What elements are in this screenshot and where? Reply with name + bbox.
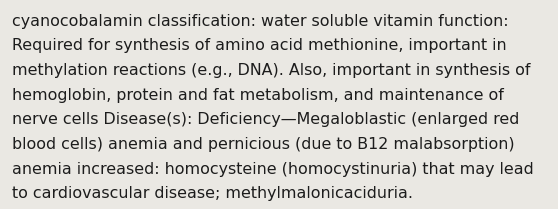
Text: nerve cells Disease(s): Deficiency—Megaloblastic (enlarged red: nerve cells Disease(s): Deficiency—Megal…	[12, 112, 519, 127]
Text: methylation reactions (e.g., DNA). Also, important in synthesis of: methylation reactions (e.g., DNA). Also,…	[12, 63, 531, 78]
Text: hemoglobin, protein and fat metabolism, and maintenance of: hemoglobin, protein and fat metabolism, …	[12, 88, 504, 103]
Text: anemia increased: homocysteine (homocystinuria) that may lead: anemia increased: homocysteine (homocyst…	[12, 162, 534, 177]
Text: to cardiovascular disease; methylmalonicaciduria.: to cardiovascular disease; methylmalonic…	[12, 186, 413, 201]
Text: blood cells) anemia and pernicious (due to B12 malabsorption): blood cells) anemia and pernicious (due …	[12, 137, 515, 152]
Text: cyanocobalamin classification: water soluble vitamin function:: cyanocobalamin classification: water sol…	[12, 14, 509, 29]
Text: Required for synthesis of amino acid methionine, important in: Required for synthesis of amino acid met…	[12, 38, 507, 53]
